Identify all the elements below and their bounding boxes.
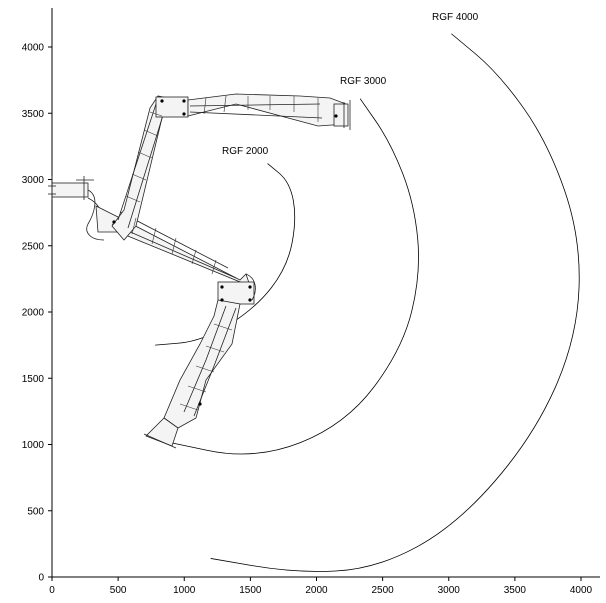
x-tick-label: 2500 <box>372 585 395 596</box>
curve-label-rgf-2000: RGF 2000 <box>222 146 269 157</box>
x-tick-label: 1500 <box>239 585 262 596</box>
arm-hatching <box>125 95 319 411</box>
x-tick-label: 2000 <box>305 585 328 596</box>
x-tick-label: 500 <box>110 585 127 596</box>
extraction-arm-drawing <box>48 93 351 449</box>
curve-label-rgf-4000: RGF 4000 <box>432 12 479 23</box>
reach-curve-4000 <box>210 33 580 572</box>
x-tick-label: 1000 <box>173 585 196 596</box>
curve-label-rgf-3000: RGF 3000 <box>340 76 387 87</box>
y-tick-label: 3000 <box>22 175 45 186</box>
top-hood <box>333 103 349 127</box>
x-tick-label: 0 <box>49 585 55 596</box>
y-tick-label: 4000 <box>22 43 45 54</box>
arm-segment-top <box>187 93 347 127</box>
arm-segment-lower <box>163 299 241 429</box>
x-axis-ticks: 0 500 1000 1500 2000 2500 3000 3500 4000 <box>49 577 593 596</box>
y-tick-label: 1000 <box>22 440 45 451</box>
y-tick-label: 1500 <box>22 374 45 385</box>
reach-curve-3000 <box>160 98 419 455</box>
y-tick-label: 2500 <box>22 241 45 252</box>
arm-segment-upper-left <box>111 95 169 241</box>
x-tick-label: 4000 <box>570 585 593 596</box>
reach-curve-2000 <box>155 163 296 346</box>
y-tick-label: 500 <box>27 506 44 517</box>
reach-curves <box>155 33 580 572</box>
wall-mount <box>48 176 94 200</box>
x-tick-label: 3000 <box>438 585 461 596</box>
mount-elbow <box>86 189 105 241</box>
y-tick-label: 2000 <box>22 308 45 319</box>
y-tick-label: 3500 <box>22 109 45 120</box>
x-tick-label: 3500 <box>504 585 527 596</box>
y-axis-ticks: 0 500 1000 1500 2000 2500 3000 3500 4000 <box>22 43 52 584</box>
y-tick-label: 0 <box>38 573 44 584</box>
arm-joint-dots <box>112 99 338 406</box>
